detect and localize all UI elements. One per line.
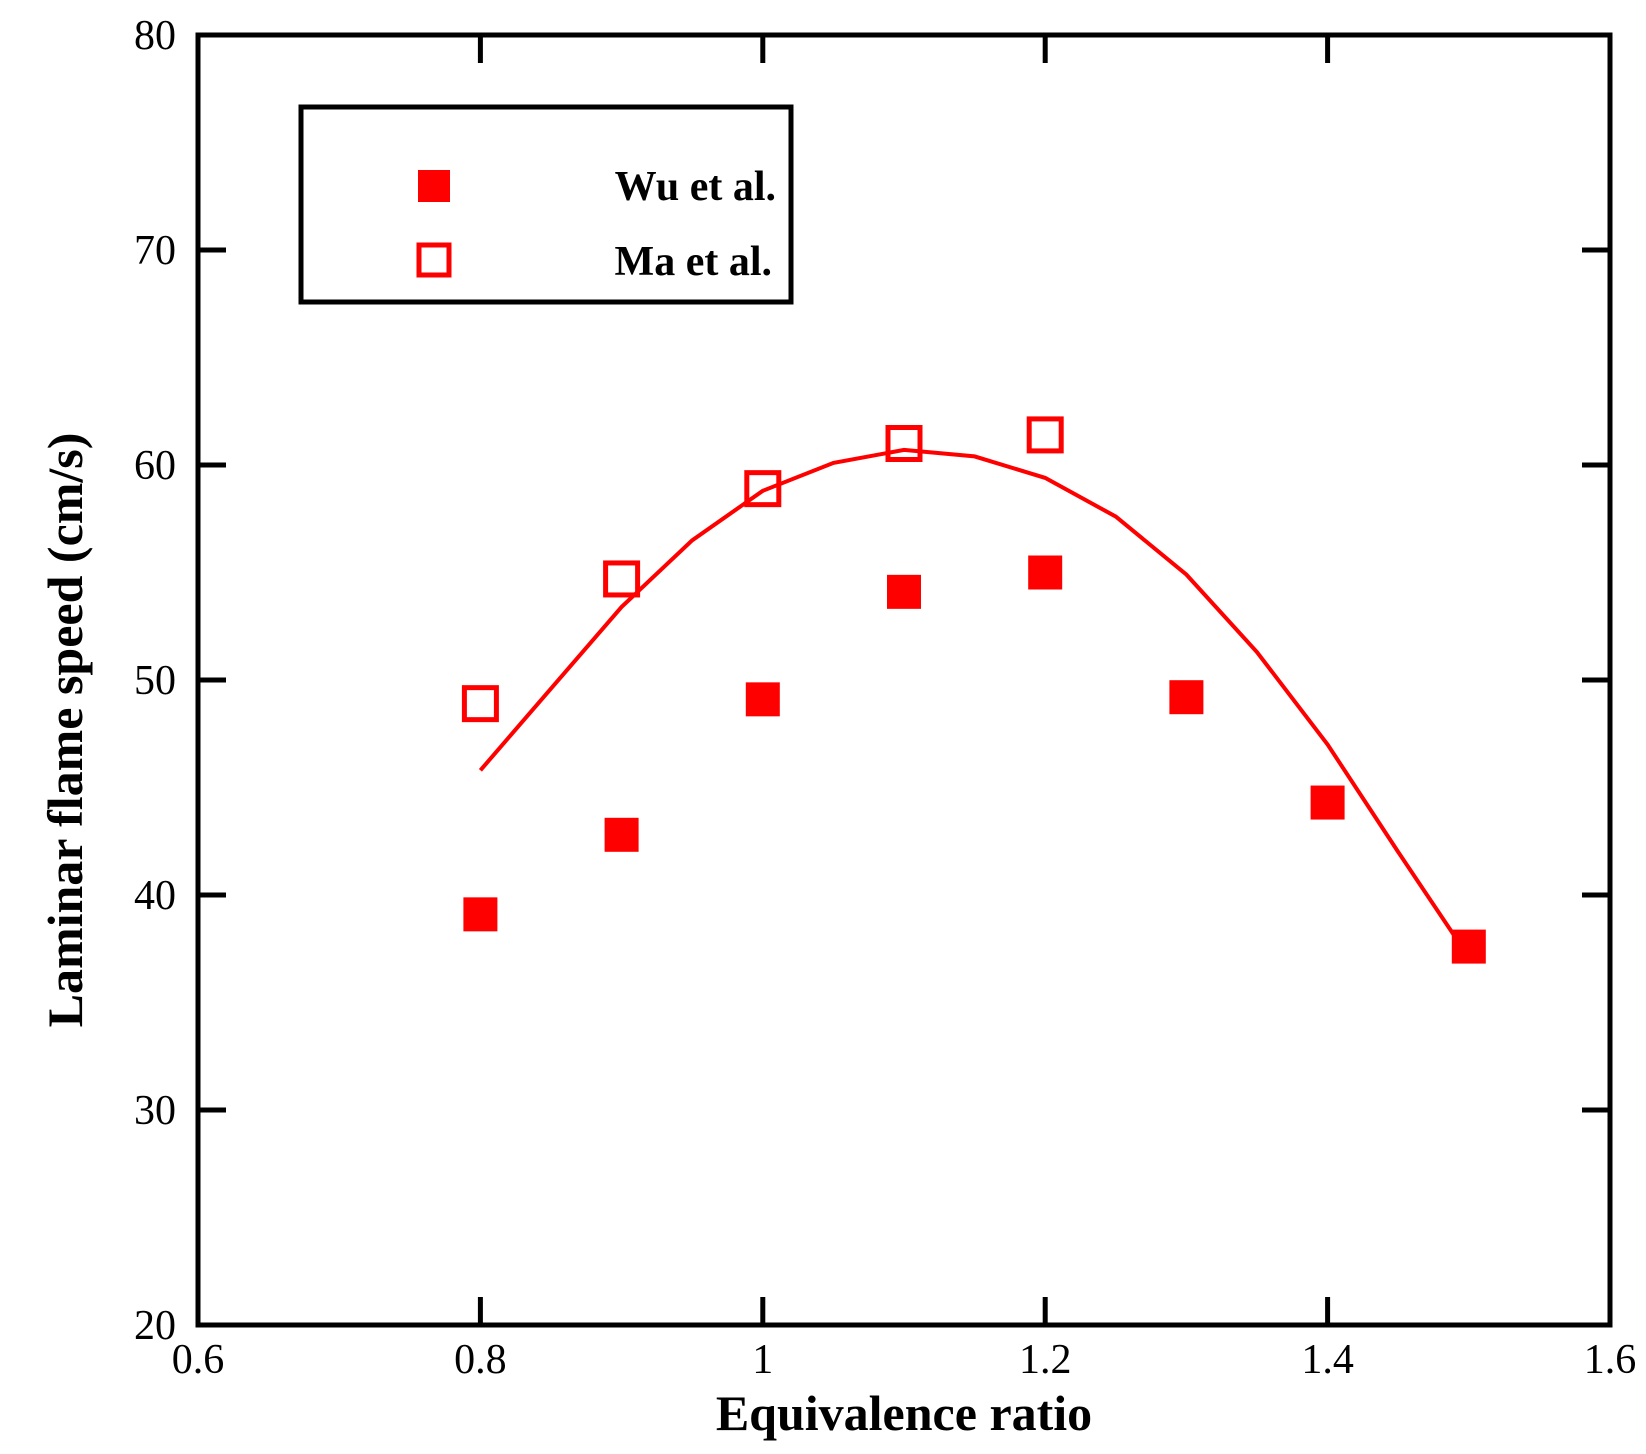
data-point-ma bbox=[744, 470, 782, 508]
data-point-wu bbox=[1169, 680, 1204, 715]
x-tick-label: 1.4 bbox=[1301, 1337, 1354, 1383]
y-tick-label: 40 bbox=[134, 873, 176, 919]
x-tick-label: 1.2 bbox=[1019, 1337, 1072, 1383]
fit-curve-line bbox=[478, 447, 1471, 959]
axis-ticks bbox=[195, 32, 1613, 1328]
legend-marker-ma bbox=[416, 242, 452, 278]
y-axis-title: Laminar flame speed (cm/s) bbox=[37, 433, 93, 1028]
legend-label-ma: Ma et al. bbox=[615, 239, 772, 285]
legend-box bbox=[298, 104, 794, 305]
legend: Wu et al. Ma et al. bbox=[298, 104, 794, 305]
data-point-wu bbox=[463, 897, 498, 932]
y-tick-label: 30 bbox=[134, 1088, 176, 1134]
data-point-wu bbox=[604, 817, 639, 852]
data-point-ma bbox=[461, 685, 499, 723]
y-tick-label: 50 bbox=[134, 658, 176, 704]
data-point-wu bbox=[1451, 929, 1486, 964]
plot-area bbox=[461, 416, 1486, 964]
data-point-ma bbox=[1026, 416, 1064, 454]
x-tick-label: 1.6 bbox=[1584, 1337, 1637, 1383]
data-point-wu bbox=[1310, 785, 1345, 820]
x-tick-label: 0.8 bbox=[454, 1337, 507, 1383]
x-tick-label: 1 bbox=[752, 1337, 773, 1383]
legend-marker-wu bbox=[418, 170, 450, 202]
x-tick-label: 0.6 bbox=[172, 1337, 225, 1383]
x-axis-title: Equivalence ratio bbox=[716, 1385, 1092, 1441]
axis-tick-labels: 0.6 0.8 1 1.2 1.4 1.6 20 30 40 50 60 70 80 bbox=[134, 13, 1636, 1383]
y-tick-label: 70 bbox=[134, 228, 176, 274]
y-tick-label: 80 bbox=[134, 13, 176, 59]
data-point-wu bbox=[887, 574, 921, 609]
data-point-wu bbox=[1028, 555, 1063, 590]
data-point-ma bbox=[603, 560, 641, 598]
data-point-wu bbox=[745, 682, 780, 717]
data-point-ma bbox=[885, 425, 923, 462]
y-tick-label: 60 bbox=[134, 443, 176, 489]
legend-label-wu: Wu et al. bbox=[615, 164, 776, 210]
y-tick-label: 20 bbox=[134, 1303, 176, 1349]
